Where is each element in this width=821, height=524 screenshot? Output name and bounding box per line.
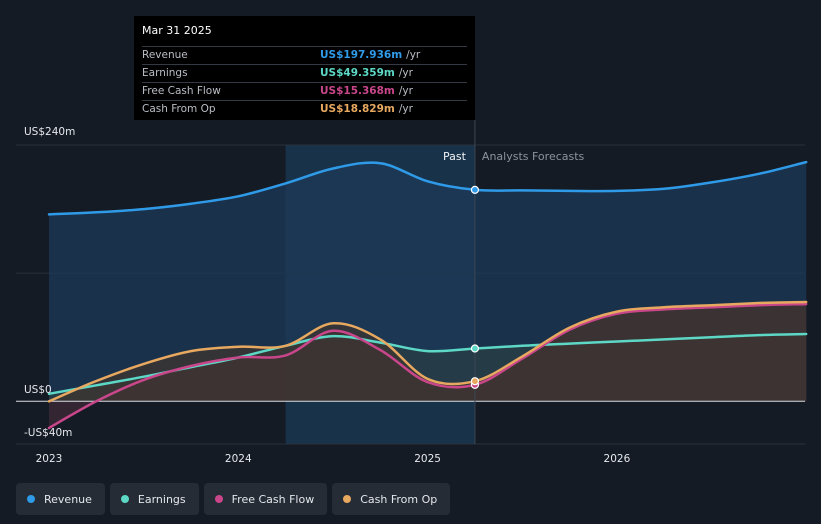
legend-item-free-cash-flow[interactable]: Free Cash Flow	[203, 483, 328, 515]
legend-label: Cash From Op	[360, 492, 438, 506]
legend: Revenue Earnings Free Cash Flow Cash Fro…	[16, 483, 451, 515]
legend-dot-icon	[343, 495, 352, 503]
tooltip: Mar 31 2025 Revenue US$197.936m /yr Earn…	[134, 16, 475, 120]
tooltip-row-earnings: Earnings US$49.359m /yr	[142, 64, 467, 82]
past-label: Past	[443, 150, 467, 163]
tooltip-unit: /yr	[398, 67, 413, 79]
tooltip-value: US$197.936m	[320, 49, 403, 61]
forecast-label: Analysts Forecasts	[482, 150, 585, 163]
tooltip-unit: /yr	[398, 85, 413, 97]
legend-item-earnings[interactable]: Earnings	[109, 483, 199, 515]
x-tick-label: 2023	[36, 453, 63, 465]
legend-label: Revenue	[44, 492, 92, 506]
tooltip-date: Mar 31 2025	[142, 24, 212, 37]
legend-item-revenue[interactable]: Revenue	[16, 483, 105, 515]
tooltip-row-cash-from-op: Cash From Op US$18.829m /yr	[142, 100, 467, 118]
marker-earnings	[470, 344, 480, 353]
line-free-cash-flow	[47, 302, 808, 430]
tooltip-row-revenue: Revenue US$197.936m /yr	[142, 46, 467, 64]
tooltip-value: US$15.368m	[320, 85, 395, 97]
legend-label: Earnings	[137, 492, 186, 506]
area-cash-from-op	[49, 302, 807, 402]
x-tick-label: 2026	[604, 453, 631, 465]
line-cash-from-op	[47, 300, 808, 403]
legend-dot-icon	[27, 495, 35, 503]
marker-revenue	[470, 185, 480, 194]
tooltip-value: US$49.359m	[320, 67, 395, 79]
y-tick-label: US$240m	[24, 126, 75, 138]
legend-dot-icon	[214, 495, 223, 503]
legend-item-cash-from-op[interactable]: Cash From Op	[332, 483, 451, 515]
tooltip-label: Revenue	[142, 49, 188, 61]
tooltip-unit: /yr	[406, 49, 421, 61]
legend-label: Free Cash Flow	[231, 492, 315, 506]
y-tick-label: US$0	[24, 384, 52, 396]
tooltip-value: US$18.829m	[320, 103, 395, 115]
line-revenue	[47, 160, 808, 216]
legend-dot-icon	[120, 495, 129, 503]
x-tick-label: 2025	[414, 453, 441, 465]
tooltip-unit: /yr	[398, 103, 413, 115]
x-tick-label: 2024	[225, 453, 252, 465]
y-tick-label: -US$40m	[24, 427, 72, 439]
tooltip-label: Cash From Op	[142, 103, 216, 115]
tooltip-label: Earnings	[142, 67, 188, 79]
tooltip-label: Free Cash Flow	[142, 85, 221, 97]
tooltip-row-free-cash-flow: Free Cash Flow US$15.368m /yr	[142, 82, 467, 100]
marker-cash-from-op	[470, 377, 480, 386]
